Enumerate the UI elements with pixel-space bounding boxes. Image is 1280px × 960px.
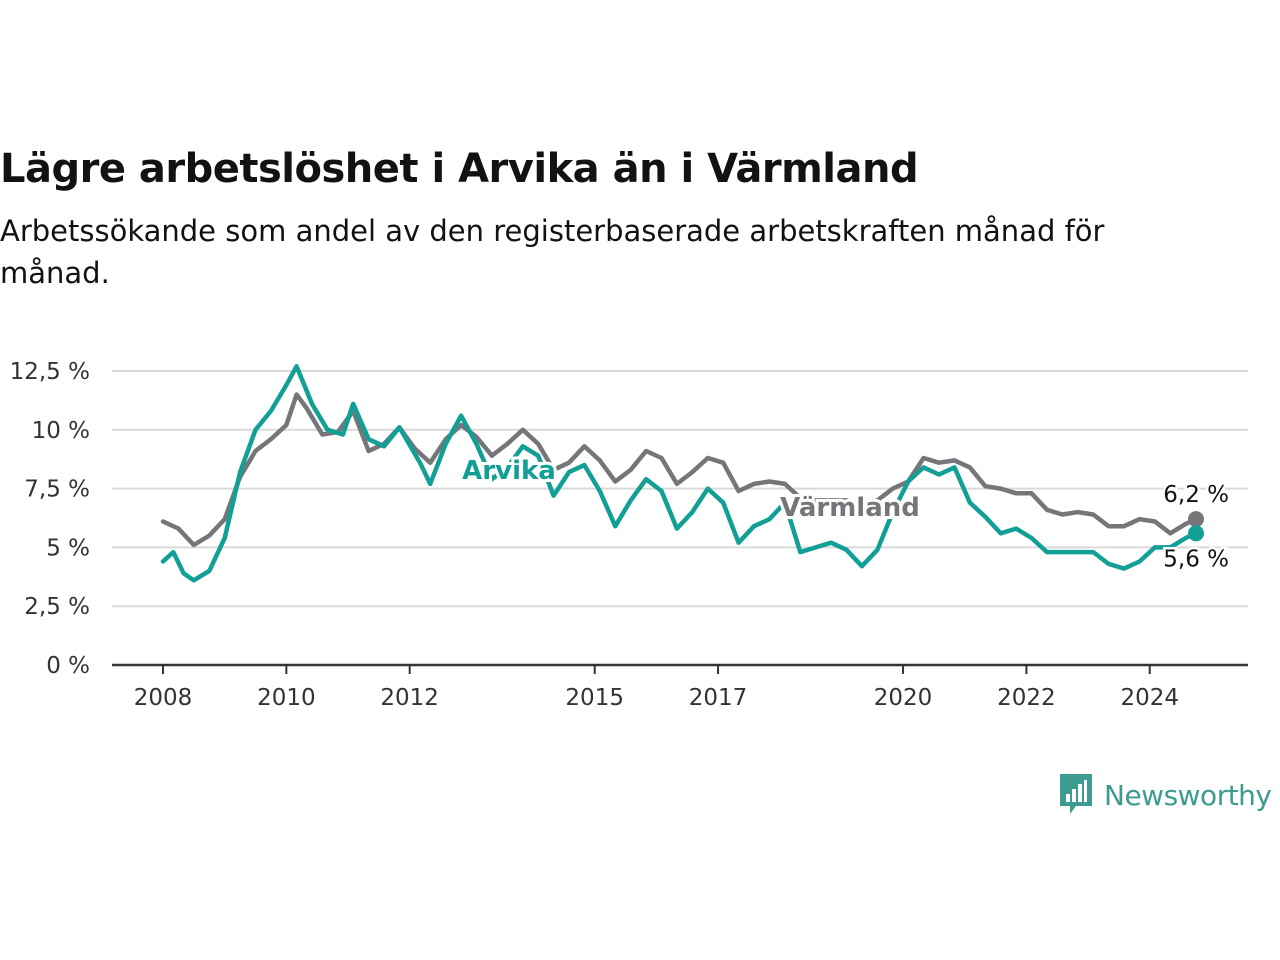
x-tick-label: 2012 <box>380 685 439 711</box>
newsworthy-logo-icon <box>1060 774 1092 814</box>
y-tick-label: 0 % <box>46 653 90 679</box>
y-tick-label: 2,5 % <box>24 594 90 620</box>
x-tick-label: 2017 <box>689 685 748 711</box>
axes: 0 % 2,5 % 5 % 7,5 % 10 % 12,5 % 2008 2010 2012 20… <box>10 359 1248 711</box>
x-tick-label: 2010 <box>257 685 316 711</box>
series-end-point <box>1188 525 1204 542</box>
series-lines <box>160 364 1199 583</box>
chart-subtitle: Arbetssökande som andel av den registerb… <box>0 214 1105 290</box>
y-tick-label: 7,5 % <box>24 477 90 503</box>
newsworthy-logo: Newsworthy <box>1058 772 1272 818</box>
series-name-label: Värmland <box>780 493 920 523</box>
x-tick-label: 2024 <box>1120 685 1179 711</box>
y-tick-label: 12,5 % <box>10 359 90 385</box>
series-line-arvika <box>160 364 1199 583</box>
chart-title: Lägre arbetslöshet i Arvika än i Värmlan… <box>0 146 919 192</box>
x-tick-label: 2008 <box>134 685 193 711</box>
series-end-point <box>1188 511 1204 528</box>
end-value-label: 6,2 % <box>1163 482 1229 508</box>
x-tick-label: 2022 <box>997 685 1056 711</box>
y-tick-label: 10 % <box>32 418 90 444</box>
x-tick-label: 2015 <box>565 685 624 711</box>
series-labels: 6,2 % Värmland 5,6 % Arvika <box>459 453 1231 575</box>
end-value-label: 5,6 % <box>1163 546 1229 572</box>
line-chart: 0 % 2,5 % 5 % 7,5 % 10 % 12,5 % 2008 2010 2012 20… <box>10 359 1248 711</box>
x-tick-label: 2020 <box>874 685 933 711</box>
series-name-label: Arvika <box>462 456 556 486</box>
y-tick-label: 5 % <box>46 535 90 561</box>
series-line-värmland <box>160 392 1199 548</box>
grid-lines <box>112 370 1248 608</box>
brand-name: Newsworthy <box>1104 778 1272 812</box>
